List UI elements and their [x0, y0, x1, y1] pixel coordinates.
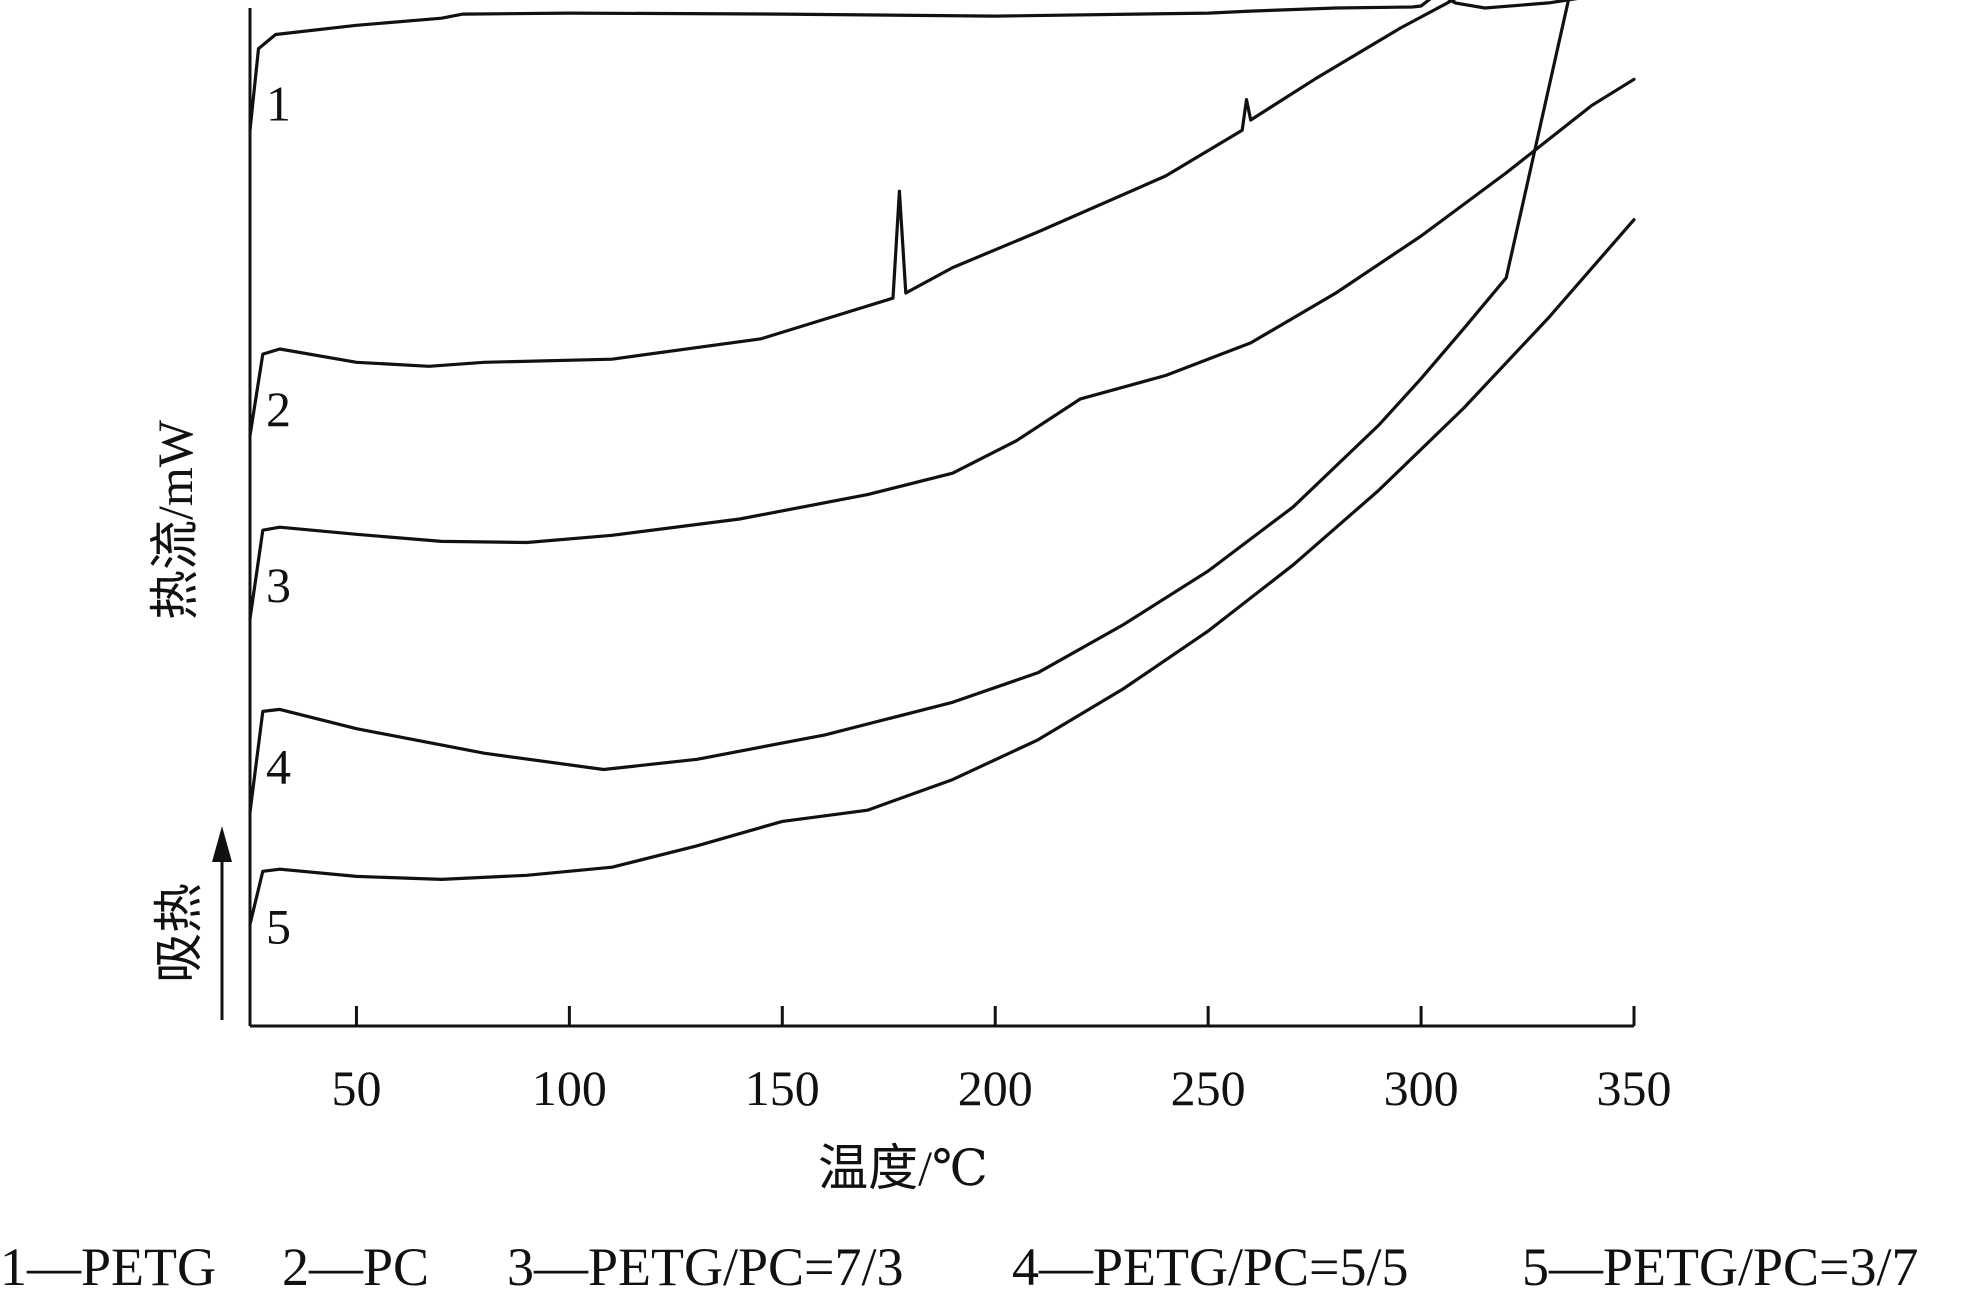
x-tick-label-350: 350 — [1597, 1060, 1672, 1116]
curve-label-2: 2 — [266, 381, 291, 437]
endo-label: 吸热 — [151, 883, 207, 983]
endothermic-indicator: 吸热 — [151, 826, 232, 1020]
curve-3 — [248, 77, 1636, 621]
x-tick-label-300: 300 — [1384, 1060, 1459, 1116]
curve-5 — [248, 218, 1636, 926]
x-tick-label-50: 50 — [331, 1060, 381, 1116]
curve-1 — [248, 0, 1578, 132]
x-tick-label-200: 200 — [958, 1060, 1033, 1116]
legend-item-1: 1—PETG — [0, 1237, 216, 1297]
y-axis-title: 热流/mW — [147, 419, 203, 620]
endo-arrow-head — [212, 826, 232, 862]
legend: 1—PETG 2—PC 3—PETG/PC=7/3 4—PETG/PC=5/5 5—PE… — [0, 1232, 1966, 1302]
legend-item-4: 4—PETG/PC=5/5 — [1012, 1237, 1409, 1297]
x-axis-title: 温度/℃ — [818, 1140, 988, 1196]
x-axis-ticks: 50 100 150 200 250 300 350 — [331, 1006, 1672, 1116]
legend-item-3: 3—PETG/PC=7/3 — [507, 1237, 904, 1297]
curve-number-labels: 1 2 3 4 5 — [266, 76, 291, 955]
x-tick-label-150: 150 — [745, 1060, 820, 1116]
curve-2 — [248, 0, 1457, 438]
curve-label-1: 1 — [266, 76, 291, 132]
legend-item-5: 5—PETG/PC=3/7 — [1522, 1237, 1919, 1297]
plot-area — [248, 8, 1634, 1028]
legend-item-2: 2—PC — [282, 1237, 430, 1297]
curve-4 — [248, 0, 1571, 814]
x-tick-label-250: 250 — [1171, 1060, 1246, 1116]
curve-label-3: 3 — [266, 557, 291, 613]
curve-label-4: 4 — [266, 738, 291, 794]
x-tick-label-100: 100 — [532, 1060, 607, 1116]
curve-label-5: 5 — [266, 898, 291, 954]
curves-group — [248, 0, 1636, 926]
